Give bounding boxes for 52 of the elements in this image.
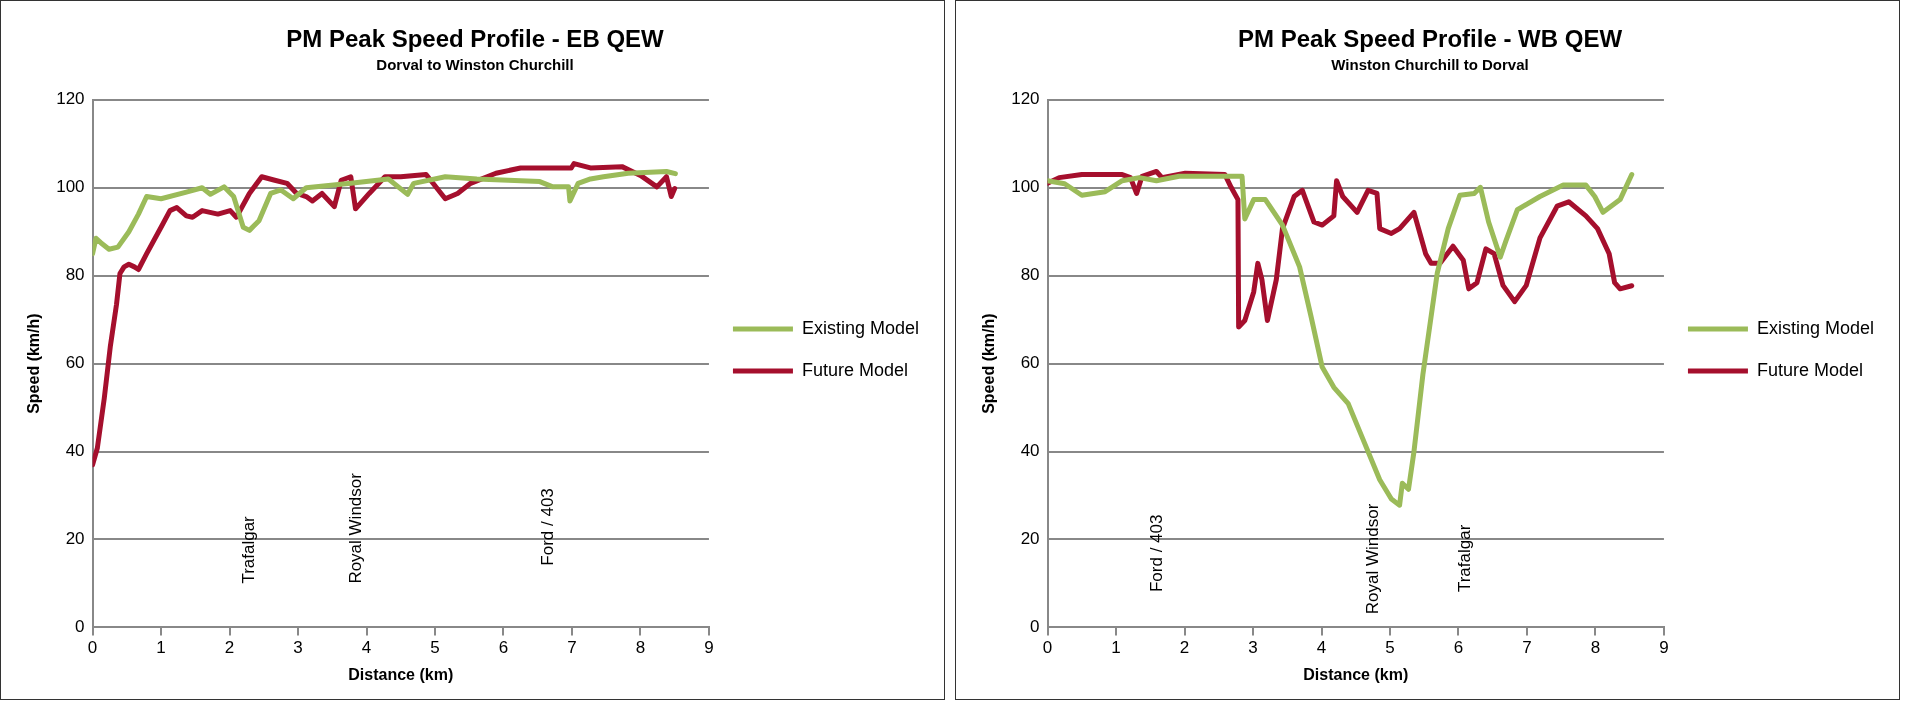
- x-tick-label: 4: [361, 638, 372, 658]
- y-tick-label: 80: [65, 265, 85, 285]
- x-tick-label: 0: [87, 638, 98, 658]
- y-tick-label: 40: [1020, 441, 1040, 461]
- y-tick-label: 100: [56, 177, 85, 197]
- x-tick-label: 8: [635, 638, 646, 658]
- x-tick-label: 5: [430, 638, 440, 658]
- annotation: Trafalgar: [239, 515, 259, 584]
- legend-label: Existing Model: [1756, 317, 1875, 338]
- y-tick-label: 0: [1030, 617, 1040, 637]
- y-tick-label: 20: [65, 529, 85, 549]
- y-tick-label: 20: [1020, 529, 1040, 549]
- x-tick-label: 5: [1385, 638, 1395, 658]
- x-tick-label: 6: [1453, 638, 1464, 658]
- x-tick-label: 3: [1248, 638, 1258, 658]
- x-axis-title: Distance (km): [348, 665, 454, 683]
- y-tick-label: 120: [56, 89, 85, 109]
- legend-label: Existing Model: [801, 317, 920, 338]
- annotation: Trafalgar: [1455, 524, 1475, 593]
- annotation: Royal Windsor: [346, 472, 366, 584]
- legend-label: Future Model: [1756, 359, 1864, 380]
- x-tick-label: 9: [1659, 638, 1669, 658]
- x-tick-label: 1: [156, 638, 166, 658]
- y-tick-label: 0: [75, 617, 85, 637]
- y-tick-label: 120: [1011, 89, 1040, 109]
- y-tick-label: 60: [1020, 353, 1040, 373]
- chart-subtitle: Dorval to Winston Churchill: [376, 55, 574, 73]
- y-tick-label: 60: [65, 353, 85, 373]
- x-tick-label: 3: [293, 638, 303, 658]
- y-axis-title: Speed (km/h): [980, 313, 998, 414]
- annotation: Ford / 403: [537, 488, 557, 566]
- x-tick-label: 2: [1179, 638, 1190, 658]
- y-tick-label: 100: [1011, 177, 1040, 197]
- chart-title: PM Peak Speed Profile - WB QEW: [1237, 25, 1623, 53]
- annotation: Royal Windsor: [1362, 503, 1382, 615]
- y-axis-title: Speed (km/h): [25, 313, 43, 414]
- x-tick-label: 9: [704, 638, 714, 658]
- y-tick-label: 40: [65, 441, 85, 461]
- x-tick-label: 8: [1590, 638, 1601, 658]
- y-tick-label: 80: [1020, 265, 1040, 285]
- x-tick-label: 7: [567, 638, 577, 658]
- x-tick-label: 6: [498, 638, 509, 658]
- x-tick-label: 4: [1316, 638, 1327, 658]
- chart-title: PM Peak Speed Profile - EB QEW: [286, 25, 665, 53]
- x-tick-label: 1: [1111, 638, 1121, 658]
- x-tick-label: 7: [1522, 638, 1532, 658]
- chart-subtitle: Winston Churchill to Dorval: [1331, 55, 1529, 73]
- x-tick-label: 2: [224, 638, 235, 658]
- x-axis-title: Distance (km): [1303, 665, 1409, 683]
- x-tick-label: 0: [1042, 638, 1053, 658]
- annotation: Ford / 403: [1146, 514, 1166, 593]
- legend-label: Future Model: [801, 359, 909, 380]
